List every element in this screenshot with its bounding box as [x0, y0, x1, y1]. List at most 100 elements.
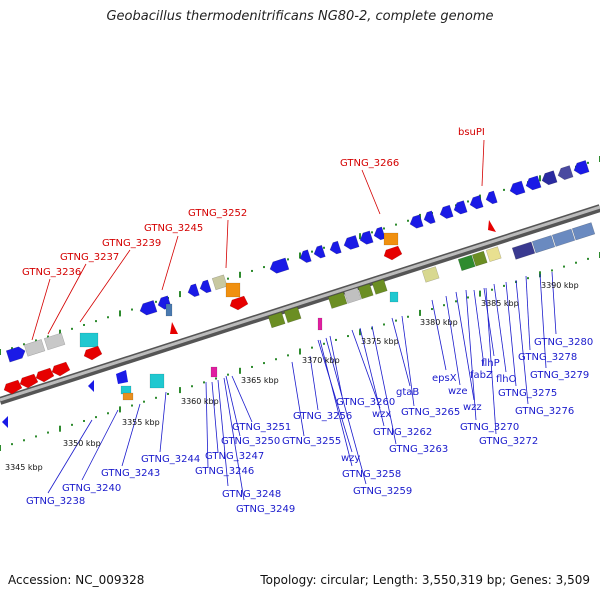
rna-label: bsuPI: [458, 127, 485, 138]
gene-label: GTNG_3263: [389, 444, 448, 455]
forward-gene: [299, 249, 312, 263]
gene-label: GTNG_3240: [62, 483, 121, 494]
reverse-gene: [471, 250, 488, 267]
kbp-label: 3370 kbp: [302, 356, 340, 365]
reverse-gene: [267, 311, 286, 329]
kbp-label: 3385 kbp: [481, 299, 519, 308]
rna-leader-line: [481, 139, 485, 187]
gene-leader-line: [325, 337, 367, 485]
kbp-label: 3375 kbp: [361, 337, 399, 346]
kbp-label: 3345 kbp: [5, 463, 43, 472]
reverse-gene: [421, 266, 440, 283]
kbp-labels: 3345 kbp 3350 kbp 3355 kbp 3360 kbp 3365…: [5, 281, 579, 472]
gene-leader-line: [329, 335, 343, 397]
reverse-gene: [571, 222, 596, 241]
gene-label: GTNG_3247: [205, 451, 264, 462]
forward-gene: [453, 200, 468, 215]
gene-label: GTNG_3270: [460, 422, 519, 433]
reverse-gene-shape: [551, 228, 576, 247]
gene-label: GTNG_3280: [534, 337, 593, 348]
rna-marker: [83, 345, 103, 361]
forward-gene: [573, 160, 590, 175]
forward-gene: [409, 214, 424, 229]
gene-leader-line: [401, 315, 415, 407]
rna-labels: GTNG_3236 GTNG_3237 GTNG_3239 GTNG_3245 …: [22, 127, 485, 278]
accession-text: Accession: NC_009328: [8, 573, 145, 587]
reverse-gene: [511, 241, 536, 260]
forward-gene-shape: [139, 300, 158, 316]
gene-label: GTNG_3250: [221, 436, 280, 447]
reverse-gene: [327, 291, 348, 309]
forward-gene: [439, 204, 454, 219]
reverse-gene-shape: [327, 291, 348, 309]
reverse-gene-shape: [457, 254, 476, 272]
forward-gene: [485, 190, 498, 205]
gene-labels: GTNG_3238 GTNG_3240 GTNG_3243 GTNG_3244 …: [26, 337, 593, 515]
forward-gene: [139, 300, 158, 316]
forward-gene-shape: [469, 195, 484, 210]
topology-text: Topology: circular; Length: 3,550,319 bp…: [260, 573, 590, 587]
forward-gene-shape: [5, 346, 26, 363]
gene-label: wzy: [341, 453, 360, 464]
reverse-gene-shape: [511, 241, 536, 260]
gene-label: wze: [448, 386, 468, 397]
rna-marker: [35, 367, 55, 383]
forward-gene-shape: [509, 180, 526, 196]
forward-gene: [557, 165, 574, 180]
gene-label: GTNG_3244: [141, 454, 200, 465]
gene-label: wzz: [463, 402, 482, 413]
rna-leader-line: [47, 263, 87, 335]
forward-gene-shape: [23, 339, 46, 357]
rna-marker: [3, 379, 23, 395]
reverse-gene-shape: [357, 283, 374, 300]
rna-leader-line: [361, 169, 381, 215]
reverse-gene: [485, 246, 502, 263]
gene-leader-line: [551, 271, 557, 335]
forward-gene-shape: [423, 210, 436, 225]
forward-gene-shape: [409, 214, 424, 229]
gene-features: [2, 160, 596, 428]
rna-marker: [488, 220, 496, 232]
rna-leader-line: [31, 278, 51, 341]
genome-backbone-highlight: [0, 205, 600, 402]
gene-leader-line: [473, 289, 485, 367]
rna-marker: [19, 373, 39, 389]
forward-gene-shape: [329, 240, 342, 255]
gene-leader-line: [291, 361, 305, 437]
gene-label: GTNG_3256: [293, 411, 352, 422]
forward-gene: [343, 235, 360, 250]
gene-leader-line: [515, 279, 529, 405]
gene-label: GTNG_3243: [101, 468, 160, 479]
forward-gene-shape: [299, 249, 312, 263]
pink-block: [317, 317, 323, 331]
forward-gene-shape: [541, 170, 558, 186]
gene-label: GTNG_3246: [195, 466, 254, 477]
rna-leader-line: [161, 235, 179, 291]
rna-marker: [51, 361, 71, 377]
reverse-gene-shape: [531, 235, 556, 254]
gene-leader-line: [391, 317, 411, 387]
forward-gene: [509, 180, 526, 196]
small-gene: [2, 416, 8, 428]
rna-leader-line: [79, 249, 131, 323]
reverse-gene-shape: [343, 287, 362, 304]
rna-leader-line: [225, 219, 229, 269]
steel-block: [165, 303, 173, 317]
gene-label: GTNG_3262: [373, 427, 432, 438]
kbp-label: 3355 kbp: [122, 418, 160, 427]
gene-label: gtaB: [396, 387, 419, 398]
map-title: Geobacillus thermodenitrificans NG80-2, …: [106, 9, 494, 24]
forward-gene: [269, 257, 290, 274]
gene-leader-line: [319, 339, 353, 467]
orange-block: [383, 232, 399, 246]
gene-label: GTNG_3259: [353, 486, 412, 497]
rna-label: GTNG_3239: [102, 238, 161, 249]
reverse-gene-shape: [371, 278, 388, 295]
gene-leader-line: [445, 295, 461, 386]
forward-gene: [199, 279, 212, 294]
rna-marker: [229, 295, 249, 311]
gene-label: GTNG_3276: [515, 406, 574, 417]
gene-label: GTNG_3249: [236, 504, 295, 515]
